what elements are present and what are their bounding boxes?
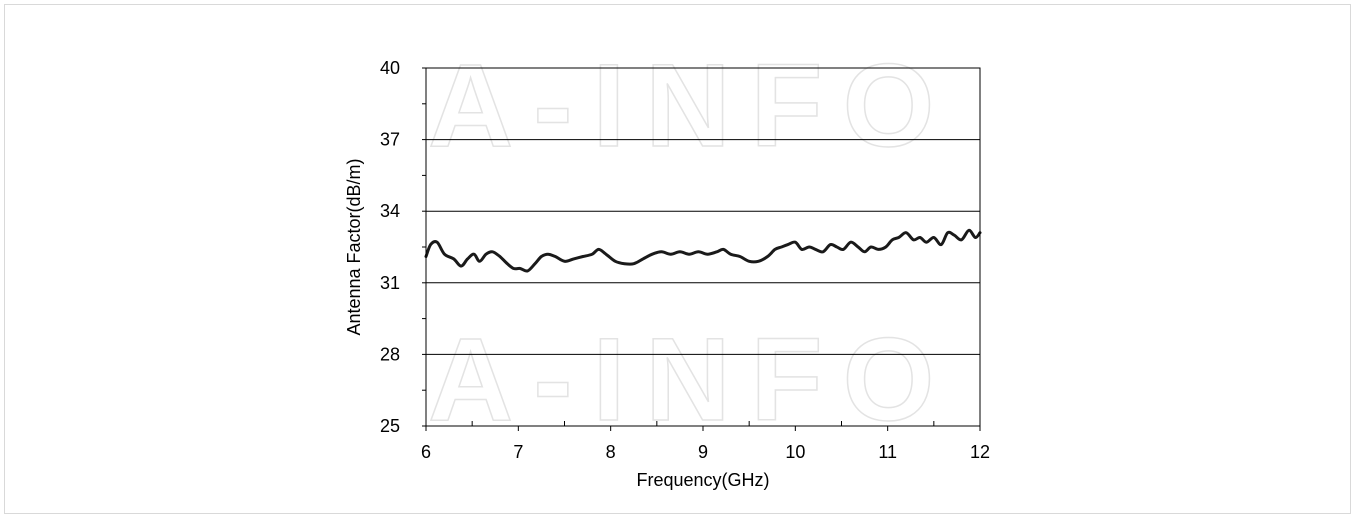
plot-area-border — [425, 67, 981, 427]
y-tick-label: 25 — [380, 416, 400, 436]
x-tick-label: 8 — [606, 442, 616, 462]
x-tick-label: 11 — [878, 442, 897, 462]
x-tick-label: 10 — [785, 442, 805, 462]
y-tick-label: 28 — [380, 344, 400, 364]
y-tick-label: 37 — [380, 130, 400, 150]
ticks-layer — [422, 67, 981, 431]
x-tick-label: 6 — [421, 442, 431, 462]
watermark-bottom: A-INFO — [428, 314, 954, 446]
x-axis-title: Frequency(GHz) — [636, 470, 769, 490]
y-tick-label: 40 — [380, 58, 400, 78]
tick-labels-layer: 25 28 31 34 37 40 6 7 8 9 10 11 12 — [380, 58, 990, 462]
series-layer — [424, 228, 982, 273]
watermark-top: A-INFO — [428, 40, 954, 172]
antenna-factor-series-line — [424, 228, 982, 273]
y-axis-title: Antenna Factor(dB/m) — [344, 158, 364, 335]
x-tick-label: 12 — [970, 442, 990, 462]
watermark-layer: A-INFO A-INFO — [427, 39, 954, 447]
x-tick-label: 9 — [698, 442, 708, 462]
grid-layer — [426, 139, 980, 355]
x-tick-label: 7 — [513, 442, 523, 462]
y-tick-label: 34 — [380, 201, 400, 221]
y-tick-label: 31 — [380, 273, 400, 293]
